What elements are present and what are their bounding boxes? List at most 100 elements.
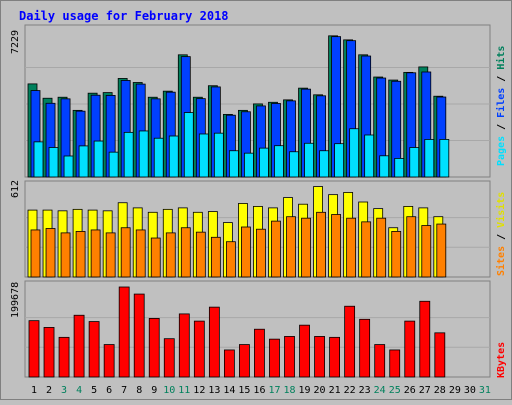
bar-kbytes-day-17 xyxy=(269,338,280,378)
x-tick-label-6: 6 xyxy=(106,385,112,396)
x-tick-label-5: 5 xyxy=(91,385,97,396)
bar-pages-day-27 xyxy=(424,139,435,178)
bar-pages-day-23 xyxy=(364,134,375,178)
legend-files: Files xyxy=(495,88,507,118)
bar-kbytes-day-13 xyxy=(208,306,220,378)
bar-kbytes-day-21 xyxy=(329,336,341,378)
x-tick-label-26: 26 xyxy=(404,385,416,396)
legend-kbytes: KBytes xyxy=(496,342,507,378)
bar-sites-day-22 xyxy=(346,217,357,278)
bar-pages-day-21 xyxy=(334,143,345,178)
x-tick-label-13: 13 xyxy=(208,385,220,396)
bar-pages-day-18 xyxy=(289,151,299,178)
x-tick-label-16: 16 xyxy=(253,385,265,396)
bar-sites-day-5 xyxy=(90,229,101,278)
bar-pages-day-11 xyxy=(183,112,194,178)
bar-kbytes-day-19 xyxy=(299,324,310,378)
panel1-legend: Pages / Files / Hits xyxy=(495,46,507,166)
panel1-ymax-label: 7229 xyxy=(10,30,21,54)
bar-kbytes-day-25 xyxy=(389,349,401,378)
svg-text:Pages / Files / Hits: Pages / Files / Hits xyxy=(495,46,507,166)
panel2-ymax-label: 612 xyxy=(10,180,21,198)
bar-kbytes-day-1 xyxy=(28,320,40,378)
bar-pages-day-13 xyxy=(213,132,224,178)
bar-pages-day-24 xyxy=(379,155,390,178)
bar-pages-day-3 xyxy=(63,155,74,178)
bar-kbytes-day-2 xyxy=(43,327,55,378)
bar-sites-day-10 xyxy=(165,232,176,278)
bar-kbytes-day-8 xyxy=(133,293,145,378)
bar-sites-day-15 xyxy=(241,226,251,278)
x-tick-label-21: 21 xyxy=(329,385,341,396)
bar-sites-day-26 xyxy=(406,216,417,278)
panel3-ymax-label: 199678 xyxy=(10,282,21,318)
legend-sites: Sites xyxy=(495,246,507,276)
bar-pages-day-15 xyxy=(244,152,254,178)
x-tick-label-15: 15 xyxy=(238,385,250,396)
bar-pages-day-9 xyxy=(153,137,164,178)
bar-sites-day-7 xyxy=(120,227,131,278)
bar-kbytes-day-10 xyxy=(163,338,175,378)
bar-kbytes-day-9 xyxy=(148,318,160,378)
x-tick-label-27: 27 xyxy=(419,385,431,396)
x-tick-label-1: 1 xyxy=(31,385,37,396)
bar-pages-day-16 xyxy=(259,147,269,178)
bar-pages-day-20 xyxy=(319,150,329,178)
bar-pages-day-7 xyxy=(123,131,134,178)
bar-sites-day-20 xyxy=(316,211,326,278)
x-tick-label-23: 23 xyxy=(359,385,371,396)
legend-pages: Pages xyxy=(496,136,507,166)
panel-1 xyxy=(24,24,491,178)
bar-sites-day-17 xyxy=(271,220,281,278)
bar-sites-day-19 xyxy=(301,217,311,278)
panel2-legend: Sites / Visits xyxy=(495,192,507,276)
bar-kbytes-day-6 xyxy=(103,344,115,378)
bar-pages-day-2 xyxy=(48,147,59,178)
bar-pages-day-14 xyxy=(228,150,239,178)
bar-kbytes-day-16 xyxy=(254,328,265,378)
bar-pages-day-10 xyxy=(168,135,179,178)
x-tick-label-31: 31 xyxy=(479,385,491,396)
x-tick-label-25: 25 xyxy=(389,385,401,396)
x-tick-label-14: 14 xyxy=(223,385,235,396)
bar-pages-day-8 xyxy=(138,130,149,178)
bar-kbytes-day-26 xyxy=(404,320,416,378)
bar-pages-day-1 xyxy=(33,141,44,178)
bar-kbytes-day-14 xyxy=(223,349,235,378)
x-tick-label-22: 22 xyxy=(344,385,356,396)
bar-kbytes-day-15 xyxy=(239,344,250,378)
chart-panels xyxy=(24,24,491,378)
bar-sites-day-21 xyxy=(331,214,342,278)
bar-sites-day-18 xyxy=(286,216,296,278)
bar-sites-day-3 xyxy=(60,232,71,278)
x-tick-label-7: 7 xyxy=(121,385,127,396)
bar-pages-day-28 xyxy=(439,139,450,178)
bar-sites-day-28 xyxy=(436,223,447,278)
bar-sites-day-6 xyxy=(105,232,116,278)
bar-sites-day-27 xyxy=(421,225,432,278)
panel-2 xyxy=(24,180,491,278)
bar-kbytes-day-4 xyxy=(73,314,85,378)
bar-sites-day-1 xyxy=(30,229,41,278)
bar-sites-day-13 xyxy=(210,236,221,278)
x-tick-label-20: 20 xyxy=(314,385,326,396)
bar-kbytes-day-18 xyxy=(284,336,295,378)
x-tick-label-19: 19 xyxy=(299,385,311,396)
x-tick-label-8: 8 xyxy=(136,385,142,396)
panel-3 xyxy=(24,280,491,378)
x-tick-label-30: 30 xyxy=(464,385,476,396)
bar-kbytes-day-11 xyxy=(178,313,190,378)
bar-pages-day-26 xyxy=(409,147,420,178)
bar-sites-day-24 xyxy=(376,217,387,278)
bar-kbytes-day-23 xyxy=(359,318,371,378)
x-tick-label-17: 17 xyxy=(268,385,280,396)
svg-text:Sites / Visits: Sites / Visits xyxy=(495,192,507,276)
bar-kbytes-day-7 xyxy=(118,286,130,378)
bar-sites-day-12 xyxy=(195,231,206,278)
bar-kbytes-day-27 xyxy=(419,300,431,378)
x-axis-labels: 1 2 3 4 5 6 7 8 9 10 11 12 13 14 15 16 17 18 19 20 21 22 23 24 2… xyxy=(31,385,491,396)
bar-pages-day-19 xyxy=(304,142,314,178)
bar-sites-day-11 xyxy=(180,227,191,278)
